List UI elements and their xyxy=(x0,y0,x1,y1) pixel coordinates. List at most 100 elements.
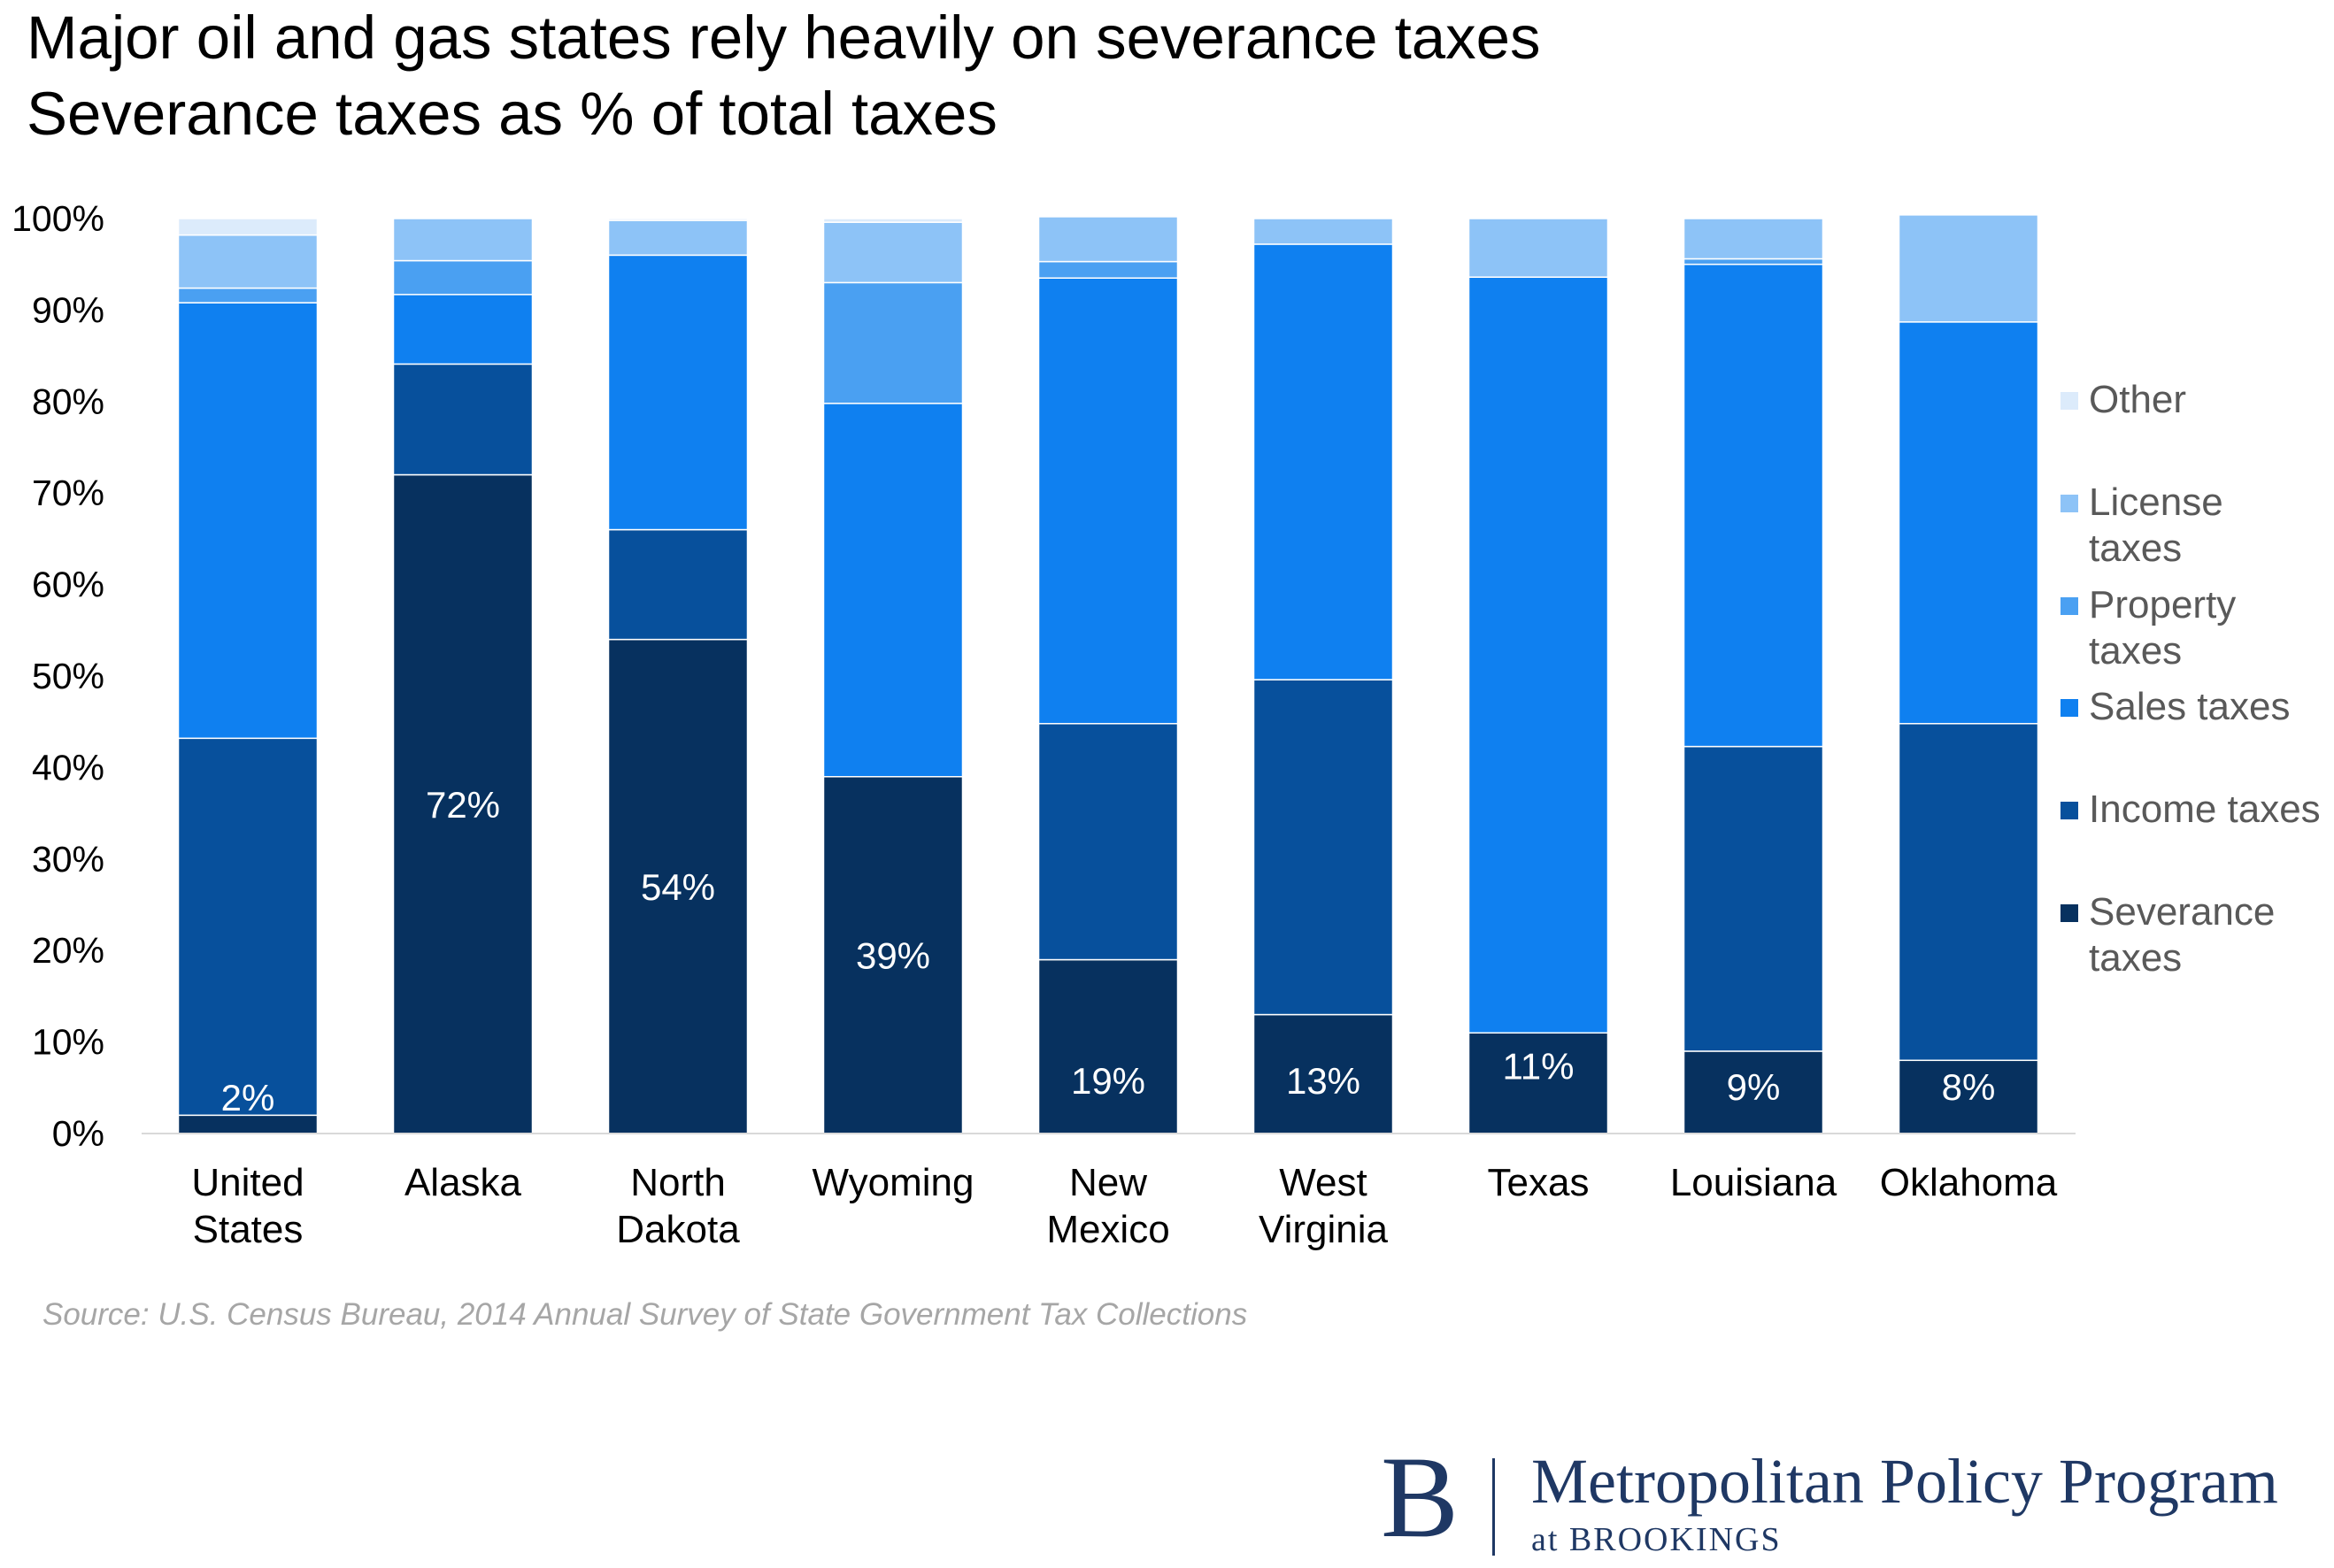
data-label: 13% xyxy=(1286,1060,1360,1102)
y-tick-label: 70% xyxy=(32,473,104,513)
bar-segment-sales-taxes xyxy=(392,294,534,365)
bar-segment-income-taxes xyxy=(607,528,749,641)
y-tick-label: 0% xyxy=(52,1113,104,1154)
legend-label: taxes xyxy=(2089,936,2182,980)
bars: 2% 72% 54% 39% 19% 13% 11% 9% 8% xyxy=(177,214,2039,1134)
bar-stack: 72% xyxy=(392,218,534,1134)
bar-segment-sales-taxes xyxy=(1898,321,2039,725)
bar-segment-property-taxes xyxy=(1683,257,1824,265)
bar-segment-license-taxes xyxy=(1898,214,2039,323)
bar-segment-income-taxes xyxy=(392,363,534,476)
y-tick-label: 80% xyxy=(32,381,104,422)
bar-segment-income-taxes xyxy=(1037,723,1179,961)
x-tick-label: Dakota xyxy=(616,1208,740,1251)
bar-segment-license-taxes xyxy=(822,221,964,284)
legend-item: Sales taxes xyxy=(2061,685,2290,728)
stacked-bar-chart: 0% 10% 20% 30% 40% 50% 60% 70% 80% 90% 100% 2% 72% 5… xyxy=(12,198,2321,1251)
y-tick-label: 100% xyxy=(12,198,104,239)
y-tick-label: 60% xyxy=(32,565,104,605)
legend-item: Income taxes xyxy=(2061,788,2321,831)
bar-segment-license-taxes xyxy=(392,218,534,262)
title-line-2: Severance taxes as % of total taxes xyxy=(27,80,998,148)
bar-segment-sales-taxes xyxy=(1252,243,1394,680)
y-tick-label: 20% xyxy=(32,930,104,971)
y-tick-label: 40% xyxy=(32,747,104,788)
x-tick-label: United xyxy=(191,1161,304,1204)
legend-label: Severance xyxy=(2089,890,2275,934)
bar-segment-property-taxes xyxy=(822,281,964,404)
bar-segment-income-taxes xyxy=(177,737,319,1117)
bar-segment-severance-taxes xyxy=(1683,1050,1824,1134)
data-label: 11% xyxy=(1503,1045,1575,1087)
logo-name: Metropolitan Policy Program xyxy=(1531,1446,2278,1517)
legend-label: Sales taxes xyxy=(2089,685,2290,728)
x-tick-label: Oklahoma xyxy=(1880,1161,2058,1204)
bar-stack: 39% xyxy=(822,218,964,1134)
bar-segment-other xyxy=(822,218,964,223)
y-tick-label: 10% xyxy=(32,1022,104,1063)
x-tick-label: States xyxy=(193,1208,304,1251)
bar-segment-severance-taxes xyxy=(1037,958,1179,1134)
bar-stack: 54% xyxy=(607,218,749,1134)
bar-segment-sales-taxes xyxy=(1467,276,1609,1034)
logo-subtitle: at BROOKINGS xyxy=(1531,1521,1782,1558)
legend-swatch xyxy=(2061,802,2078,819)
legend-swatch xyxy=(2061,699,2078,717)
bar-stack: 9% xyxy=(1683,218,1824,1134)
x-tick-label: Louisiana xyxy=(1670,1161,1837,1204)
y-tick-label: 30% xyxy=(32,839,104,880)
bar-segment-license-taxes xyxy=(1252,218,1394,245)
y-tick-label: 90% xyxy=(32,289,104,330)
bar-segment-sales-taxes xyxy=(1683,263,1824,748)
data-label: 72% xyxy=(426,784,500,826)
bar-segment-license-taxes xyxy=(1683,218,1824,260)
legend-swatch xyxy=(2061,495,2078,512)
x-tick-label: West xyxy=(1279,1161,1367,1204)
legend-swatch xyxy=(2061,597,2078,615)
bar-stack: 19% xyxy=(1037,216,1179,1134)
bar-segment-property-taxes xyxy=(177,287,319,304)
bar-segment-license-taxes xyxy=(177,234,319,289)
x-tick-label: New xyxy=(1069,1161,1147,1204)
bar-segment-property-taxes xyxy=(392,259,534,296)
bar-segment-other xyxy=(607,218,749,221)
x-tick-label: Virginia xyxy=(1259,1208,1388,1251)
data-label: 9% xyxy=(1727,1066,1781,1108)
legend-label: Income taxes xyxy=(2089,788,2321,831)
bar-segment-other xyxy=(177,218,319,236)
brookings-logo: B Metropolitan Policy Program at BROOKIN… xyxy=(1381,1435,2328,1566)
bar-segment-license-taxes xyxy=(607,219,749,257)
bar-stack: 2% xyxy=(177,218,319,1134)
logo-mark: B xyxy=(1381,1432,1460,1562)
bar-stack: 13% xyxy=(1252,218,1394,1134)
bar-stack: 8% xyxy=(1898,214,2039,1134)
y-axis: 0% 10% 20% 30% 40% 50% 60% 70% 80% 90% 100% xyxy=(12,198,104,1154)
data-label: 19% xyxy=(1071,1060,1145,1102)
bar-segment-property-taxes xyxy=(1037,260,1179,279)
bar-segment-severance-taxes xyxy=(392,473,534,1134)
bar-segment-income-taxes xyxy=(1252,679,1394,1016)
x-tick-label: Texas xyxy=(1488,1161,1590,1204)
y-tick-label: 50% xyxy=(32,656,104,696)
legend-label: Other xyxy=(2089,378,2186,421)
legend-label: taxes xyxy=(2089,527,2182,570)
data-label: 54% xyxy=(641,866,715,908)
bar-segment-license-taxes xyxy=(1037,216,1179,263)
legend-label: Property xyxy=(2089,583,2236,626)
legend-label: License xyxy=(2089,480,2223,524)
x-tick-label: Mexico xyxy=(1046,1208,1169,1251)
x-tick-label: North xyxy=(630,1161,726,1204)
bar-segment-sales-taxes xyxy=(822,403,964,778)
bar-stack: 11% xyxy=(1467,218,1609,1134)
bar-segment-sales-taxes xyxy=(607,254,749,531)
bar-segment-license-taxes xyxy=(1467,218,1609,278)
legend-swatch xyxy=(2061,392,2078,410)
x-tick-label: Alaska xyxy=(404,1161,522,1204)
legend-item: Other xyxy=(2061,378,2186,421)
bar-segment-income-taxes xyxy=(1683,745,1824,1052)
